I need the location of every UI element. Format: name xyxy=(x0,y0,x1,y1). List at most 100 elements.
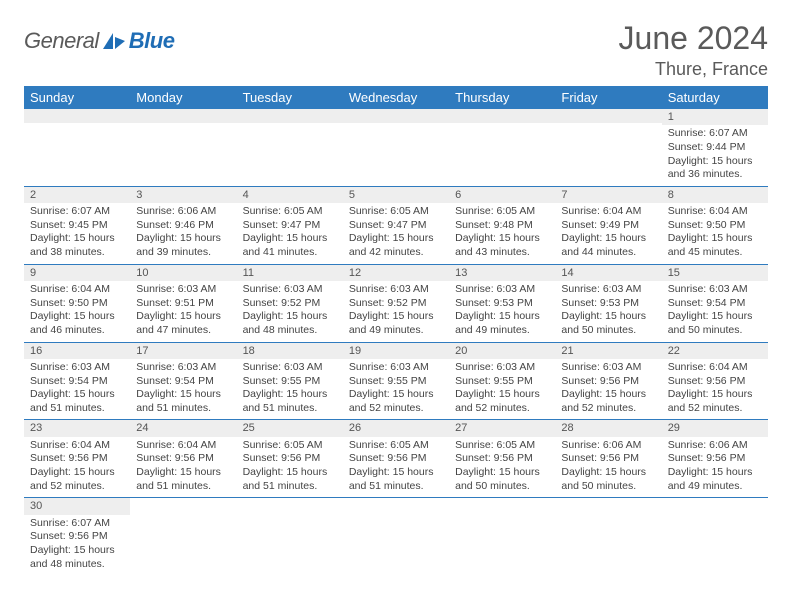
day-details: Sunrise: 6:05 AMSunset: 9:56 PMDaylight:… xyxy=(237,437,343,498)
calendar-cell xyxy=(237,498,343,575)
day-number: 27 xyxy=(449,420,555,436)
calendar-cell xyxy=(555,498,661,575)
detail-line: Sunrise: 6:03 AM xyxy=(455,361,549,375)
detail-line: Daylight: 15 hours xyxy=(668,466,762,480)
day-number: 22 xyxy=(662,343,768,359)
detail-line: Sunrise: 6:07 AM xyxy=(30,517,124,531)
detail-line: Sunset: 9:46 PM xyxy=(136,219,230,233)
calendar-cell: 12Sunrise: 6:03 AMSunset: 9:52 PMDayligh… xyxy=(343,264,449,342)
detail-line: Sunrise: 6:06 AM xyxy=(561,439,655,453)
day-details: Sunrise: 6:05 AMSunset: 9:47 PMDaylight:… xyxy=(237,203,343,264)
detail-line: and 51 minutes. xyxy=(30,402,124,416)
day-details: Sunrise: 6:05 AMSunset: 9:48 PMDaylight:… xyxy=(449,203,555,264)
detail-line: Daylight: 15 hours xyxy=(455,310,549,324)
day-details: Sunrise: 6:06 AMSunset: 9:56 PMDaylight:… xyxy=(555,437,661,498)
calendar-cell: 26Sunrise: 6:05 AMSunset: 9:56 PMDayligh… xyxy=(343,420,449,498)
day-details: Sunrise: 6:06 AMSunset: 9:46 PMDaylight:… xyxy=(130,203,236,264)
day-number: 23 xyxy=(24,420,130,436)
calendar-row: 23Sunrise: 6:04 AMSunset: 9:56 PMDayligh… xyxy=(24,420,768,498)
day-number: 29 xyxy=(662,420,768,436)
detail-line: Sunset: 9:50 PM xyxy=(668,219,762,233)
calendar-cell: 6Sunrise: 6:05 AMSunset: 9:48 PMDaylight… xyxy=(449,186,555,264)
detail-line: and 39 minutes. xyxy=(136,246,230,260)
detail-line: Sunset: 9:55 PM xyxy=(349,375,443,389)
calendar-cell: 23Sunrise: 6:04 AMSunset: 9:56 PMDayligh… xyxy=(24,420,130,498)
detail-line: and 48 minutes. xyxy=(243,324,337,338)
calendar-cell: 21Sunrise: 6:03 AMSunset: 9:56 PMDayligh… xyxy=(555,342,661,420)
detail-line: and 46 minutes. xyxy=(30,324,124,338)
blank-band xyxy=(555,109,661,123)
detail-line: and 44 minutes. xyxy=(561,246,655,260)
calendar-cell: 14Sunrise: 6:03 AMSunset: 9:53 PMDayligh… xyxy=(555,264,661,342)
day-details: Sunrise: 6:05 AMSunset: 9:56 PMDaylight:… xyxy=(343,437,449,498)
day-details: Sunrise: 6:04 AMSunset: 9:56 PMDaylight:… xyxy=(662,359,768,420)
detail-line: Sunrise: 6:03 AM xyxy=(30,361,124,375)
detail-line: Sunset: 9:44 PM xyxy=(668,141,762,155)
calendar-cell xyxy=(343,498,449,575)
day-details: Sunrise: 6:03 AMSunset: 9:52 PMDaylight:… xyxy=(343,281,449,342)
day-details: Sunrise: 6:03 AMSunset: 9:55 PMDaylight:… xyxy=(343,359,449,420)
detail-line: Sunset: 9:50 PM xyxy=(30,297,124,311)
detail-line: Daylight: 15 hours xyxy=(668,155,762,169)
detail-line: and 36 minutes. xyxy=(668,168,762,182)
calendar-row: 9Sunrise: 6:04 AMSunset: 9:50 PMDaylight… xyxy=(24,264,768,342)
calendar-row: 2Sunrise: 6:07 AMSunset: 9:45 PMDaylight… xyxy=(24,186,768,264)
detail-line: and 49 minutes. xyxy=(455,324,549,338)
detail-line: Daylight: 15 hours xyxy=(561,232,655,246)
detail-line: Sunrise: 6:03 AM xyxy=(243,283,337,297)
detail-line: Daylight: 15 hours xyxy=(30,232,124,246)
day-details: Sunrise: 6:03 AMSunset: 9:56 PMDaylight:… xyxy=(555,359,661,420)
detail-line: and 52 minutes. xyxy=(561,402,655,416)
detail-line: and 47 minutes. xyxy=(136,324,230,338)
detail-line: Sunset: 9:52 PM xyxy=(349,297,443,311)
detail-line: Daylight: 15 hours xyxy=(455,232,549,246)
detail-line: Sunrise: 6:03 AM xyxy=(561,283,655,297)
detail-line: Sunset: 9:54 PM xyxy=(668,297,762,311)
detail-line: Daylight: 15 hours xyxy=(349,232,443,246)
day-details: Sunrise: 6:03 AMSunset: 9:54 PMDaylight:… xyxy=(24,359,130,420)
calendar-cell xyxy=(555,109,661,186)
day-details: Sunrise: 6:04 AMSunset: 9:56 PMDaylight:… xyxy=(24,437,130,498)
detail-line: Sunset: 9:56 PM xyxy=(136,452,230,466)
blank-band xyxy=(24,109,130,123)
detail-line: Daylight: 15 hours xyxy=(668,232,762,246)
day-number: 17 xyxy=(130,343,236,359)
day-number: 21 xyxy=(555,343,661,359)
calendar-cell xyxy=(449,109,555,186)
day-number: 26 xyxy=(343,420,449,436)
detail-line: Sunrise: 6:04 AM xyxy=(668,205,762,219)
calendar-cell xyxy=(449,498,555,575)
detail-line: Sunset: 9:56 PM xyxy=(561,375,655,389)
day-number: 9 xyxy=(24,265,130,281)
calendar-cell: 1Sunrise: 6:07 AMSunset: 9:44 PMDaylight… xyxy=(662,109,768,186)
calendar-cell: 17Sunrise: 6:03 AMSunset: 9:54 PMDayligh… xyxy=(130,342,236,420)
weekday-header: Wednesday xyxy=(343,86,449,109)
calendar-cell: 10Sunrise: 6:03 AMSunset: 9:51 PMDayligh… xyxy=(130,264,236,342)
day-number: 3 xyxy=(130,187,236,203)
day-number: 8 xyxy=(662,187,768,203)
detail-line: Daylight: 15 hours xyxy=(243,466,337,480)
weekday-header: Sunday xyxy=(24,86,130,109)
day-details: Sunrise: 6:07 AMSunset: 9:56 PMDaylight:… xyxy=(24,515,130,576)
detail-line: Daylight: 15 hours xyxy=(243,310,337,324)
day-number: 15 xyxy=(662,265,768,281)
day-number: 14 xyxy=(555,265,661,281)
detail-line: Sunrise: 6:05 AM xyxy=(243,205,337,219)
detail-line: Sunset: 9:56 PM xyxy=(561,452,655,466)
day-details: Sunrise: 6:03 AMSunset: 9:51 PMDaylight:… xyxy=(130,281,236,342)
detail-line: and 52 minutes. xyxy=(349,402,443,416)
day-number: 4 xyxy=(237,187,343,203)
detail-line: and 50 minutes. xyxy=(455,480,549,494)
detail-line: Daylight: 15 hours xyxy=(136,310,230,324)
detail-line: Sunset: 9:52 PM xyxy=(243,297,337,311)
detail-line: Sunset: 9:55 PM xyxy=(243,375,337,389)
day-number: 5 xyxy=(343,187,449,203)
detail-line: and 49 minutes. xyxy=(349,324,443,338)
detail-line: Sunrise: 6:06 AM xyxy=(136,205,230,219)
calendar-cell: 24Sunrise: 6:04 AMSunset: 9:56 PMDayligh… xyxy=(130,420,236,498)
detail-line: Sunrise: 6:04 AM xyxy=(30,439,124,453)
header: General Blue June 2024 Thure, France xyxy=(24,20,768,80)
day-details: Sunrise: 6:07 AMSunset: 9:45 PMDaylight:… xyxy=(24,203,130,264)
blank-band xyxy=(130,109,236,123)
detail-line: Sunrise: 6:07 AM xyxy=(668,127,762,141)
